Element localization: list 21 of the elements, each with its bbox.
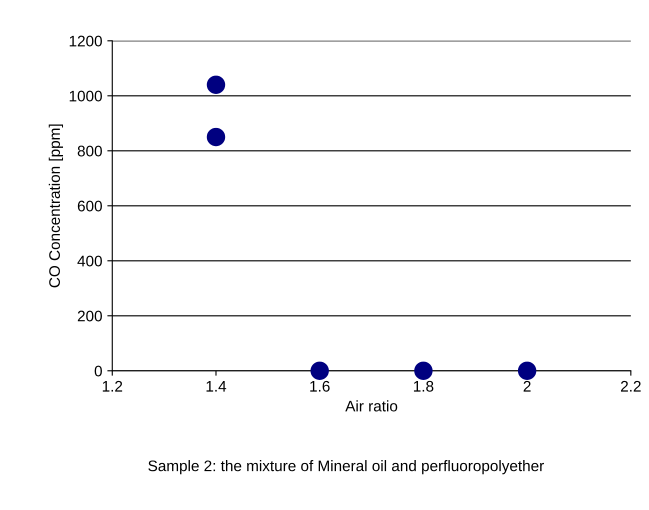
y-tick-label: 400 bbox=[77, 256, 102, 266]
y-tick-label: 1200 bbox=[70, 36, 102, 46]
y-tick-label: 1000 bbox=[70, 90, 102, 102]
x-tick-label: 1.4 bbox=[206, 381, 226, 392]
point bbox=[518, 362, 536, 380]
x-tick-label: 1.6 bbox=[310, 380, 330, 392]
y-tick-label: 800 bbox=[78, 146, 102, 156]
point bbox=[206, 76, 226, 94]
text: Sample 2: the mixture of Mineral oil and perfluoropolyether bbox=[148, 460, 544, 474]
y-tick-label: 0 bbox=[94, 366, 102, 376]
y-tick-label: 200 bbox=[78, 310, 102, 322]
point bbox=[310, 362, 329, 380]
x-tick-label: 2.2 bbox=[620, 380, 641, 392]
x-tick-label: 2 bbox=[524, 380, 531, 392]
point bbox=[206, 128, 226, 146]
point bbox=[414, 362, 433, 380]
y-axis-title: CO Concentration [ppm] bbox=[48, 124, 64, 288]
y-tick-label: 600 bbox=[78, 200, 102, 212]
x-tick-label: 1.8 bbox=[414, 380, 434, 392]
x-tick-label: 1.2 bbox=[102, 380, 122, 392]
x-axis-title: Air ratio bbox=[345, 400, 398, 412]
